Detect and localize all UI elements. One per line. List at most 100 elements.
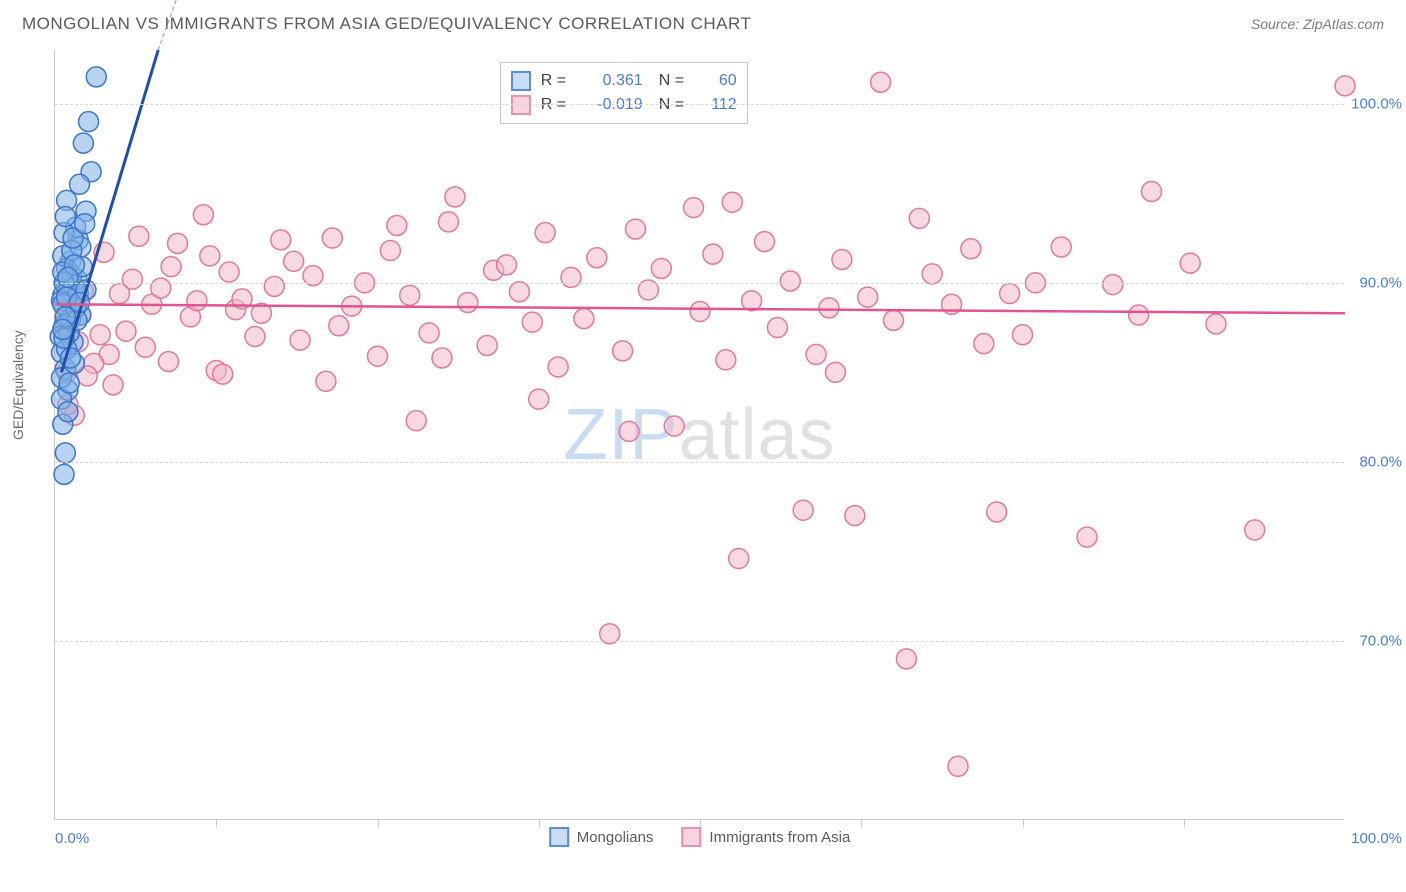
legend-label: Immigrants from Asia — [709, 829, 850, 846]
scatter-point — [497, 255, 517, 275]
scatter-point — [1129, 305, 1149, 325]
scatter-point — [1335, 76, 1355, 96]
scatter-point — [387, 215, 407, 235]
scatter-point — [103, 375, 123, 395]
scatter-point — [187, 291, 207, 311]
legend-n-value: 60 — [701, 69, 737, 93]
scatter-point — [73, 133, 93, 153]
scatter-point — [86, 67, 106, 87]
scatter-point — [522, 312, 542, 332]
legend-r-label: R = — [541, 69, 573, 93]
scatter-point — [626, 219, 646, 239]
scatter-point — [780, 271, 800, 291]
scatter-point — [477, 335, 497, 355]
scatter-point — [613, 341, 633, 361]
x-tick — [539, 819, 540, 827]
scatter-point — [619, 421, 639, 441]
scatter-point — [587, 248, 607, 268]
scatter-point — [90, 325, 110, 345]
scatter-point — [58, 402, 78, 422]
legend-swatch — [681, 827, 701, 847]
legend-n-value: 112 — [701, 93, 737, 117]
y-tick-label: 100.0% — [1351, 95, 1402, 112]
correlation-legend-row: R =-0.019N =112 — [511, 93, 737, 117]
scatter-point — [329, 316, 349, 336]
legend-r-label: R = — [541, 93, 573, 117]
scatter-plot-svg — [55, 50, 1344, 819]
source-attribution: Source: ZipAtlas.com — [1251, 16, 1384, 32]
scatter-point — [871, 72, 891, 92]
scatter-point — [858, 287, 878, 307]
scatter-point — [574, 309, 594, 329]
scatter-point — [793, 500, 813, 520]
scatter-point — [1103, 275, 1123, 295]
scatter-point — [703, 244, 723, 264]
correlation-legend-row: R = 0.361 N = 60 — [511, 69, 737, 93]
series-legend-item: Immigrants from Asia — [681, 827, 850, 847]
scatter-point — [1206, 314, 1226, 334]
x-tick — [378, 819, 379, 827]
scatter-point — [884, 310, 904, 330]
scatter-point — [684, 198, 704, 218]
chart-plot-area: ZIPatlas R =0.361N =60R =-0.019N =112 Mo… — [54, 50, 1344, 820]
legend-swatch — [511, 71, 531, 91]
scatter-point — [445, 187, 465, 207]
scatter-point — [755, 232, 775, 252]
chart-title: MONGOLIAN VS IMMIGRANTS FROM ASIA GED/EQ… — [22, 14, 751, 34]
scatter-point — [200, 246, 220, 266]
scatter-point — [535, 223, 555, 243]
scatter-point — [742, 291, 762, 311]
scatter-point — [1245, 520, 1265, 540]
scatter-point — [53, 319, 73, 339]
scatter-point — [922, 264, 942, 284]
scatter-point — [1013, 325, 1033, 345]
scatter-point — [1180, 253, 1200, 273]
scatter-point — [509, 282, 529, 302]
scatter-point — [1077, 527, 1097, 547]
scatter-point — [716, 350, 736, 370]
scatter-point — [159, 352, 179, 372]
scatter-point — [290, 330, 310, 350]
legend-r-value: 0.361 — [583, 69, 643, 93]
scatter-point — [135, 337, 155, 357]
scatter-point — [271, 230, 291, 250]
scatter-point — [432, 348, 452, 368]
scatter-point — [264, 276, 284, 296]
scatter-point — [54, 464, 74, 484]
gridline-h — [55, 283, 1344, 284]
scatter-point — [690, 301, 710, 321]
x-tick — [861, 819, 862, 827]
scatter-point — [651, 258, 671, 278]
series-legend: Mongolians Immigrants from Asia — [549, 827, 851, 847]
scatter-point — [316, 371, 336, 391]
scatter-point — [806, 344, 826, 364]
x-tick — [1184, 819, 1185, 827]
scatter-point — [987, 502, 1007, 522]
scatter-point — [974, 334, 994, 354]
legend-n-label: N = — [659, 69, 691, 93]
scatter-point — [909, 208, 929, 228]
gridline-h — [55, 641, 1344, 642]
x-tick — [216, 819, 217, 827]
scatter-point — [59, 373, 79, 393]
scatter-point — [368, 346, 388, 366]
y-tick-label: 90.0% — [1359, 274, 1402, 291]
legend-swatch — [511, 95, 531, 115]
scatter-point — [832, 250, 852, 270]
scatter-point — [151, 278, 171, 298]
x-axis-max-label: 100.0% — [1351, 830, 1402, 847]
legend-swatch — [549, 827, 569, 847]
scatter-point — [948, 756, 968, 776]
scatter-point — [70, 174, 90, 194]
y-tick-label: 70.0% — [1359, 632, 1402, 649]
gridline-h — [55, 462, 1344, 463]
scatter-point — [79, 112, 99, 132]
scatter-point — [729, 549, 749, 569]
scatter-point — [55, 443, 75, 463]
scatter-point — [419, 323, 439, 343]
scatter-point — [529, 389, 549, 409]
legend-label: Mongolians — [577, 829, 654, 846]
scatter-point — [400, 285, 420, 305]
scatter-point — [116, 321, 136, 341]
scatter-point — [75, 214, 95, 234]
